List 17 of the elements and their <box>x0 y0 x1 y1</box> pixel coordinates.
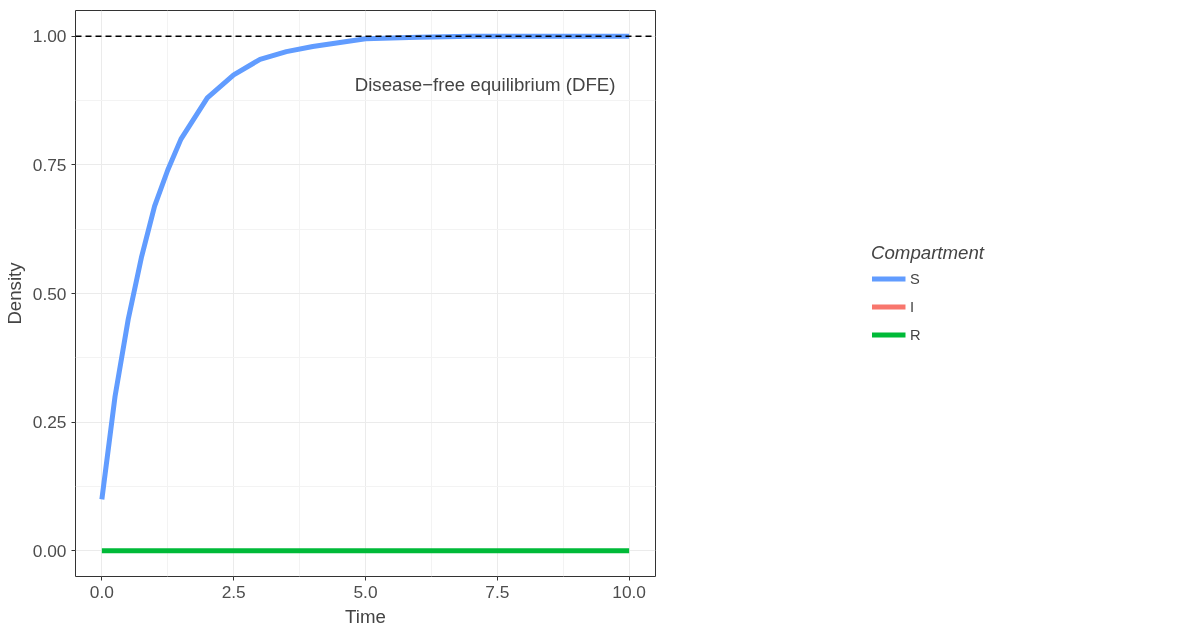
y-tick-label: 0.00 <box>32 540 67 561</box>
legend-title: Compartment <box>870 241 985 264</box>
x-tick-label: 7.5 <box>485 581 510 602</box>
x-tick-label: 10.0 <box>612 581 647 602</box>
y-tick-label: 1.00 <box>32 26 67 47</box>
x-tick-label: 2.5 <box>221 581 246 602</box>
y-tick-label: 0.50 <box>32 283 67 304</box>
y-tick-label: 0.75 <box>32 154 67 175</box>
y-axis-title: Density <box>3 261 25 325</box>
ref-line-label: Disease−free equilibrium (DFE) <box>354 74 616 96</box>
legend-label: I <box>909 298 916 315</box>
x-tick-label: 0.0 <box>89 581 114 602</box>
y-tick-label: 0.25 <box>32 412 67 433</box>
legend-label: S <box>909 270 921 287</box>
x-tick-label: 5.0 <box>353 581 378 602</box>
x-axis-title: Time <box>345 605 386 627</box>
legend-label: R <box>909 326 922 343</box>
